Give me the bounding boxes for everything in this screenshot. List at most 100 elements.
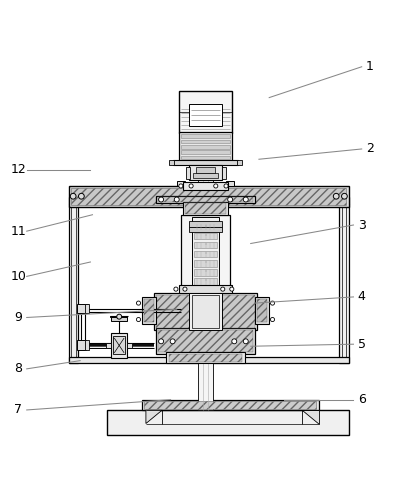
Bar [192,295,219,328]
Circle shape [136,301,141,305]
Bar [144,400,316,409]
Bar [166,353,245,363]
Bar [194,278,217,284]
Bar [142,297,156,324]
Bar [222,167,226,179]
Bar [181,134,230,138]
Bar [189,221,222,227]
Bar [71,187,346,205]
Bar [339,205,349,363]
Circle shape [174,197,179,202]
Bar [111,318,127,321]
Circle shape [189,184,193,188]
Text: 6: 6 [358,393,366,406]
Text: 2: 2 [366,143,374,155]
Bar [194,251,217,258]
Bar [181,155,230,159]
Bar [85,304,89,313]
Polygon shape [146,410,162,424]
Circle shape [183,287,187,291]
Bar [158,197,253,203]
Bar [226,181,234,186]
Circle shape [228,197,233,202]
Circle shape [136,318,141,321]
Text: 12: 12 [11,163,26,176]
Bar [156,196,255,203]
Bar [194,233,217,240]
Bar [179,285,232,293]
Bar [158,330,253,353]
Circle shape [170,339,175,344]
Bar [189,165,222,180]
Text: 4: 4 [358,290,366,303]
Bar [198,106,213,410]
Circle shape [243,197,248,202]
Bar [127,342,132,348]
Circle shape [232,339,237,344]
Text: 9: 9 [14,311,23,324]
Bar [189,104,222,126]
Bar [186,167,190,179]
Bar [154,293,257,330]
Circle shape [270,318,275,321]
Bar [179,92,232,132]
Bar [69,197,349,205]
Bar [255,297,269,324]
Bar [173,160,238,166]
Bar [189,226,222,232]
Bar [257,299,267,322]
Circle shape [70,193,76,199]
Bar [196,167,215,173]
Circle shape [221,287,225,291]
Circle shape [333,193,339,199]
Text: 11: 11 [11,225,26,238]
Bar [179,131,232,161]
Circle shape [174,287,178,291]
Bar [142,400,319,410]
Circle shape [79,193,84,199]
Bar [156,295,255,328]
Circle shape [179,184,183,188]
Bar [69,205,78,363]
Bar [194,260,217,266]
Bar [181,215,230,289]
Bar [85,340,89,350]
Circle shape [243,339,248,344]
Text: 10: 10 [11,270,26,283]
Bar [181,145,230,149]
Bar [189,293,222,330]
Bar [183,182,228,190]
Circle shape [117,314,122,319]
Polygon shape [302,410,319,424]
Bar [193,173,218,178]
Text: 7: 7 [14,403,23,416]
Bar [169,161,174,165]
Bar [177,181,185,186]
Circle shape [230,287,234,291]
Bar [181,150,230,154]
Circle shape [224,184,228,188]
Bar [77,340,86,350]
Bar [69,356,349,363]
Bar [69,186,349,206]
Text: 3: 3 [358,219,366,231]
Bar [185,203,226,214]
Bar [181,139,230,143]
Circle shape [159,339,164,344]
Circle shape [270,301,275,305]
Text: 1: 1 [366,60,374,73]
Text: 8: 8 [14,362,23,375]
Circle shape [214,184,218,188]
Bar [144,299,154,322]
Circle shape [342,193,347,199]
Bar [169,354,242,362]
Circle shape [159,197,164,202]
Bar [113,337,125,355]
Bar [237,161,242,165]
Bar [194,224,217,230]
Bar [111,333,127,358]
Bar [192,217,219,287]
Bar [107,410,349,434]
Bar [106,342,111,348]
Text: 5: 5 [358,337,366,351]
